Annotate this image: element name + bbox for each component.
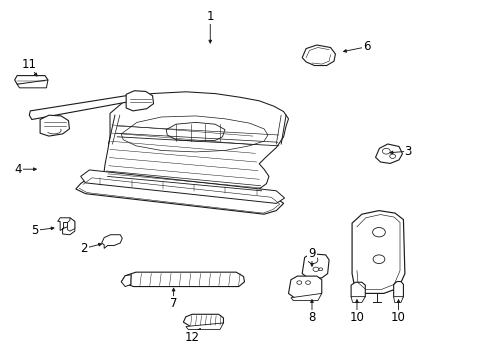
- Polygon shape: [302, 254, 328, 278]
- Polygon shape: [393, 297, 403, 302]
- Polygon shape: [375, 144, 402, 163]
- Text: 8: 8: [307, 311, 315, 324]
- Polygon shape: [103, 92, 288, 202]
- Polygon shape: [58, 218, 75, 235]
- Polygon shape: [393, 282, 403, 300]
- Polygon shape: [76, 176, 283, 214]
- Polygon shape: [302, 45, 335, 66]
- Polygon shape: [121, 275, 131, 287]
- Polygon shape: [183, 314, 223, 327]
- Polygon shape: [126, 91, 153, 111]
- Text: 10: 10: [390, 311, 405, 324]
- Text: 3: 3: [404, 145, 411, 158]
- Polygon shape: [121, 272, 244, 287]
- Polygon shape: [29, 94, 146, 120]
- Polygon shape: [15, 76, 48, 84]
- Text: 1: 1: [206, 10, 214, 23]
- Polygon shape: [351, 211, 404, 293]
- Text: 11: 11: [22, 58, 37, 71]
- Polygon shape: [350, 282, 365, 300]
- Polygon shape: [67, 218, 75, 231]
- Text: 12: 12: [184, 331, 199, 344]
- Polygon shape: [350, 297, 365, 302]
- Polygon shape: [81, 170, 284, 203]
- Polygon shape: [166, 122, 224, 141]
- Polygon shape: [102, 235, 122, 248]
- Polygon shape: [185, 323, 223, 329]
- Polygon shape: [17, 80, 48, 88]
- Text: 9: 9: [307, 247, 315, 260]
- Polygon shape: [40, 115, 69, 136]
- Text: 10: 10: [349, 311, 364, 324]
- Text: 5: 5: [31, 224, 39, 237]
- Text: 2: 2: [80, 242, 88, 255]
- Polygon shape: [290, 293, 321, 301]
- Text: 4: 4: [15, 163, 22, 176]
- Text: 7: 7: [169, 297, 177, 310]
- Text: 6: 6: [362, 40, 370, 53]
- Polygon shape: [288, 276, 321, 298]
